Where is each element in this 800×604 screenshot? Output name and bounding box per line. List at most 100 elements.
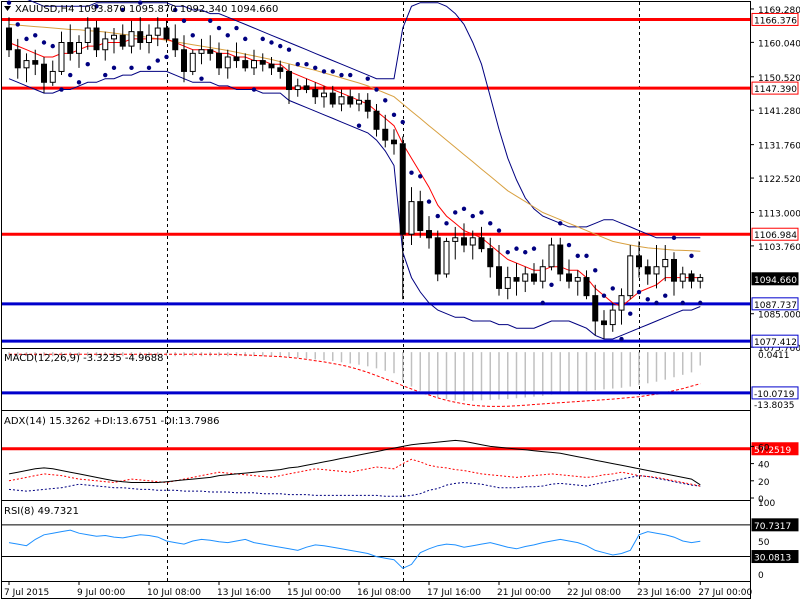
candlestick[interactable]: [487, 248, 494, 268]
candlestick[interactable]: [601, 320, 607, 326]
candlestick[interactable]: [496, 266, 502, 289]
candlestick[interactable]: [417, 201, 424, 232]
sar-dot: [584, 253, 589, 259]
sar-dot: [505, 250, 510, 255]
candlestick[interactable]: [111, 34, 117, 40]
candlestick[interactable]: [364, 99, 371, 112]
candlestick[interactable]: [583, 277, 590, 297]
level-price-tag: 1166.376: [754, 16, 797, 26]
candlestick[interactable]: [609, 309, 616, 326]
candlestick[interactable]: [452, 237, 459, 242]
candlesticks[interactable]: [6, 17, 704, 340]
rsi-tick-label: 50: [758, 538, 770, 548]
candlestick[interactable]: [426, 230, 432, 239]
candlestick[interactable]: [93, 27, 100, 51]
candlestick[interactable]: [382, 128, 389, 141]
candlestick[interactable]: [679, 273, 686, 282]
candlestick[interactable]: [154, 27, 161, 36]
candlestick[interactable]: [172, 38, 179, 51]
price-tick-label: 1122.520: [758, 175, 800, 185]
candlestick[interactable]: [592, 295, 599, 322]
candlestick[interactable]: [119, 34, 126, 47]
candlestick[interactable]: [347, 96, 354, 105]
candlestick[interactable]: [469, 237, 476, 246]
candlestick[interactable]: [58, 42, 65, 72]
candlestick[interactable]: [163, 27, 170, 40]
candlestick[interactable]: [67, 42, 74, 54]
candlestick[interactable]: [216, 52, 222, 69]
candlestick[interactable]: [224, 56, 231, 69]
candlestick[interactable]: [76, 42, 82, 54]
rsi-level-tag-box: [751, 518, 799, 532]
di-plus-line: [8, 475, 701, 497]
candlestick[interactable]: [137, 31, 144, 44]
candlestick[interactable]: [461, 237, 467, 246]
candlestick[interactable]: [259, 60, 266, 65]
sar-dot: [146, 65, 152, 71]
candlestick[interactable]: [181, 49, 187, 72]
candlestick[interactable]: [268, 63, 275, 69]
candlestick[interactable]: [329, 92, 336, 105]
candlestick[interactable]: [321, 92, 327, 98]
candlestick[interactable]: [627, 255, 634, 297]
candlestick[interactable]: [434, 237, 441, 275]
candlestick[interactable]: [539, 266, 546, 282]
candlestick[interactable]: [662, 258, 669, 268]
candlestick[interactable]: [286, 70, 292, 91]
candlestick[interactable]: [102, 38, 109, 51]
candlestick[interactable]: [242, 60, 249, 69]
sar-dot: [155, 58, 160, 63]
time-tick-label: 27 Jul 00:00: [698, 588, 752, 598]
level-price-tag: 1087.737: [754, 301, 797, 311]
candlestick[interactable]: [312, 89, 319, 98]
candlestick[interactable]: [566, 273, 572, 282]
current-price-tag: 1094.660: [754, 276, 797, 286]
candlestick[interactable]: [32, 60, 39, 65]
candlestick[interactable]: [391, 139, 397, 145]
candlestick[interactable]: [6, 27, 12, 51]
candlestick[interactable]: [14, 49, 21, 69]
candlestick[interactable]: [294, 85, 301, 91]
candlestick[interactable]: [23, 60, 30, 69]
parabolic-sar: [6, 0, 703, 342]
sar-dot: [313, 65, 318, 71]
candlestick[interactable]: [207, 49, 214, 54]
candlestick[interactable]: [338, 96, 345, 105]
candlestick[interactable]: [198, 49, 205, 54]
candlestick[interactable]: [128, 31, 135, 47]
candlestick[interactable]: [574, 277, 581, 282]
candlestick[interactable]: [522, 273, 529, 282]
candlestick[interactable]: [189, 52, 196, 72]
candlestick[interactable]: [233, 56, 240, 62]
candlestick[interactable]: [399, 143, 406, 235]
candlestick[interactable]: [653, 266, 660, 275]
candlestick[interactable]: [644, 266, 651, 275]
candlestick[interactable]: [688, 273, 695, 282]
candlestick[interactable]: [548, 244, 555, 268]
candlestick[interactable]: [277, 67, 284, 72]
collapse-triangle-icon[interactable]: [4, 6, 11, 11]
candlestick[interactable]: [618, 295, 625, 311]
candlestick[interactable]: [84, 27, 91, 44]
candlestick[interactable]: [513, 277, 520, 282]
candlestick[interactable]: [443, 240, 450, 275]
candlestick[interactable]: [697, 277, 704, 282]
candlestick[interactable]: [504, 277, 511, 289]
candlestick[interactable]: [251, 60, 257, 69]
candlestick[interactable]: [531, 273, 537, 282]
candlestick[interactable]: [49, 70, 56, 83]
adx-tick-label: 60: [758, 443, 770, 453]
candlestick[interactable]: [373, 110, 380, 130]
candlestick[interactable]: [356, 99, 362, 105]
candlestick[interactable]: [636, 255, 642, 268]
candlestick[interactable]: [146, 34, 152, 44]
candlestick[interactable]: [408, 201, 415, 235]
candlestick[interactable]: [303, 85, 310, 91]
candlestick[interactable]: [671, 258, 677, 282]
candlestick[interactable]: [478, 237, 485, 250]
rsi-level-tag: 30.0813: [754, 554, 791, 564]
sar-dot: [575, 253, 580, 259]
candlestick[interactable]: [557, 244, 564, 275]
candlestick[interactable]: [41, 63, 47, 83]
